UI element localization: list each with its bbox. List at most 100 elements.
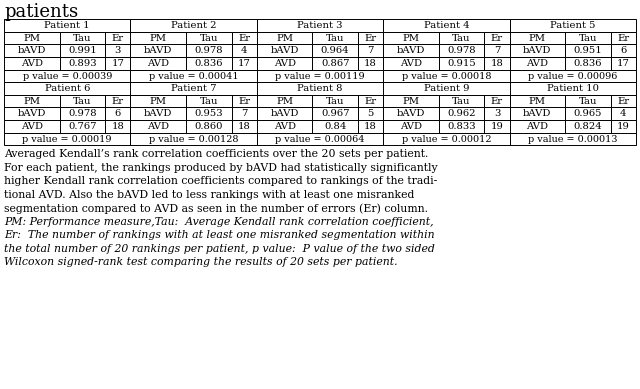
Text: 18: 18 (237, 122, 251, 131)
Bar (509, 82, 636, 95)
Bar (312, 120, 358, 133)
Text: Patient 5: Patient 5 (550, 21, 596, 30)
Bar (565, 57, 611, 70)
Text: 6: 6 (620, 46, 627, 55)
Text: 0.915: 0.915 (447, 59, 476, 68)
Text: PM: PM (403, 33, 419, 42)
Text: Er: Er (238, 96, 250, 105)
Text: 7: 7 (367, 46, 374, 55)
Bar (484, 57, 509, 70)
Bar (358, 107, 383, 120)
Text: Er: Er (618, 33, 629, 42)
Bar (439, 44, 484, 57)
Bar (232, 57, 257, 70)
Bar (186, 32, 232, 44)
Text: 0.836: 0.836 (195, 59, 223, 68)
Bar (358, 44, 383, 57)
Text: Tau: Tau (200, 96, 218, 105)
Text: For each patient, the rankings produced by bAVD had statistically significantly: For each patient, the rankings produced … (4, 163, 438, 172)
Bar (358, 32, 383, 44)
Text: 17: 17 (111, 59, 124, 68)
Bar (232, 95, 257, 107)
Bar (312, 57, 358, 70)
Bar (105, 57, 131, 70)
Text: Patient 6: Patient 6 (45, 84, 90, 93)
Bar (4, 107, 60, 120)
Bar (131, 19, 257, 32)
Bar (358, 57, 383, 70)
Text: Er: Er (365, 96, 376, 105)
Bar (312, 44, 358, 57)
Bar (484, 32, 509, 44)
Text: Er:  The number of rankings with at least one misranked segmentation within: Er: The number of rankings with at least… (4, 230, 435, 240)
Text: 19: 19 (490, 122, 504, 131)
Bar (131, 120, 186, 133)
Text: PM: PM (529, 33, 546, 42)
Bar (105, 44, 131, 57)
Bar (565, 32, 611, 44)
Text: 0.867: 0.867 (321, 59, 349, 68)
Text: Tau: Tau (452, 96, 471, 105)
Text: Averaged Kendall’s rank correlation coefficients over the 20 sets per patient.: Averaged Kendall’s rank correlation coef… (4, 149, 428, 159)
Bar (4, 82, 131, 95)
Text: p value = 0.00064: p value = 0.00064 (275, 135, 365, 144)
Bar (312, 95, 358, 107)
Text: AVD: AVD (274, 59, 296, 68)
Text: bAVD: bAVD (144, 109, 172, 118)
Bar (509, 19, 636, 32)
Text: Tau: Tau (326, 33, 344, 42)
Text: Er: Er (365, 33, 376, 42)
Bar (257, 82, 383, 95)
Text: tional AVD. Also the bAVD led to less rankings with at least one misranked: tional AVD. Also the bAVD led to less ra… (4, 189, 414, 200)
Bar (4, 44, 60, 57)
Text: PM: PM (529, 96, 546, 105)
Text: AVD: AVD (400, 59, 422, 68)
Bar (4, 19, 131, 32)
Bar (131, 107, 186, 120)
Bar (383, 44, 439, 57)
Text: 0.951: 0.951 (573, 46, 602, 55)
Bar (611, 95, 636, 107)
Text: Patient 8: Patient 8 (297, 84, 343, 93)
Text: PM: PM (276, 96, 293, 105)
Text: Er: Er (112, 96, 124, 105)
Bar (4, 70, 131, 82)
Bar (232, 107, 257, 120)
Bar (105, 107, 131, 120)
Bar (484, 44, 509, 57)
Text: AVD: AVD (21, 122, 43, 131)
Bar (4, 133, 131, 145)
Text: PM: PM (276, 33, 293, 42)
Bar (358, 95, 383, 107)
Text: bAVD: bAVD (18, 109, 46, 118)
Text: bAVD: bAVD (524, 109, 552, 118)
Text: 0.860: 0.860 (195, 122, 223, 131)
Text: Wilcoxon signed-rank test comparing the results of 20 sets per patient.: Wilcoxon signed-rank test comparing the … (4, 257, 397, 267)
Text: Patient 4: Patient 4 (424, 21, 469, 30)
Bar (60, 120, 105, 133)
Bar (565, 107, 611, 120)
Bar (611, 44, 636, 57)
Text: Er: Er (491, 96, 503, 105)
Bar (131, 82, 257, 95)
Text: PM: Performance measure,Tau:  Average Kendall rank correlation coefficient,: PM: Performance measure,Tau: Average Ken… (4, 217, 434, 226)
Text: Tau: Tau (452, 33, 471, 42)
Text: 18: 18 (490, 59, 504, 68)
Bar (565, 44, 611, 57)
Text: 0.962: 0.962 (447, 109, 476, 118)
Bar (611, 120, 636, 133)
Bar (186, 120, 232, 133)
Text: p value = 0.00013: p value = 0.00013 (528, 135, 618, 144)
Bar (439, 57, 484, 70)
Text: 3: 3 (115, 46, 121, 55)
Bar (509, 70, 636, 82)
Bar (257, 32, 312, 44)
Text: p value = 0.00018: p value = 0.00018 (402, 72, 491, 81)
Text: 0.967: 0.967 (321, 109, 349, 118)
Text: Tau: Tau (73, 96, 92, 105)
Text: 0.964: 0.964 (321, 46, 349, 55)
Text: bAVD: bAVD (271, 109, 299, 118)
Bar (257, 107, 312, 120)
Text: AVD: AVD (274, 122, 296, 131)
Text: 3: 3 (494, 109, 500, 118)
